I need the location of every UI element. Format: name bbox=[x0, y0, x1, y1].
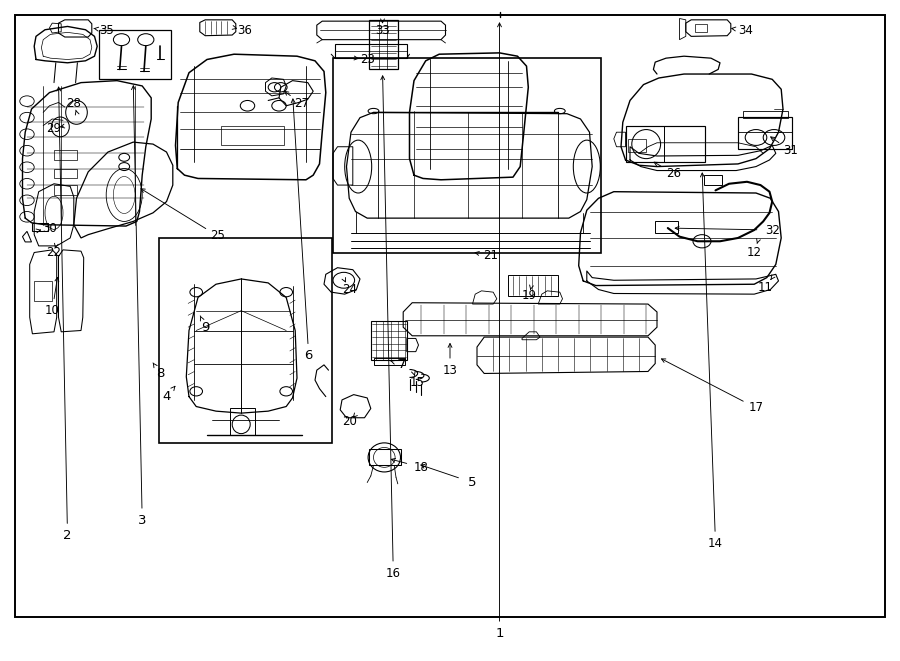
Text: 10: 10 bbox=[45, 304, 59, 317]
Text: 27: 27 bbox=[294, 97, 309, 110]
Bar bbox=[54, 169, 76, 178]
Text: 17: 17 bbox=[749, 401, 763, 414]
Bar bbox=[371, 321, 407, 360]
Text: 24: 24 bbox=[342, 283, 356, 296]
Text: 23: 23 bbox=[360, 53, 374, 66]
Bar bbox=[695, 24, 707, 32]
Text: 36: 36 bbox=[238, 24, 252, 37]
Text: 12: 12 bbox=[747, 246, 761, 259]
Bar bbox=[374, 358, 405, 365]
Bar bbox=[34, 281, 52, 301]
Text: 30: 30 bbox=[42, 221, 57, 235]
Text: 11: 11 bbox=[758, 281, 772, 294]
Text: 32: 32 bbox=[765, 223, 779, 237]
Text: 15: 15 bbox=[410, 375, 424, 389]
Text: 1: 1 bbox=[495, 627, 504, 640]
Bar bbox=[54, 185, 76, 195]
Text: 3: 3 bbox=[138, 514, 147, 527]
Text: 34: 34 bbox=[738, 24, 752, 37]
Bar bbox=[655, 221, 678, 233]
Bar bbox=[369, 449, 400, 465]
Text: 2: 2 bbox=[63, 529, 72, 542]
Text: 28: 28 bbox=[67, 97, 81, 110]
Text: 4: 4 bbox=[162, 390, 171, 403]
Bar bbox=[742, 111, 788, 118]
Text: 8: 8 bbox=[156, 367, 165, 380]
Bar bbox=[704, 175, 722, 185]
Text: 29: 29 bbox=[47, 122, 61, 135]
Bar bbox=[32, 223, 48, 231]
Bar bbox=[99, 30, 171, 79]
Text: 9: 9 bbox=[201, 321, 210, 334]
Bar bbox=[738, 117, 792, 149]
Bar bbox=[54, 150, 76, 160]
Text: 13: 13 bbox=[443, 364, 457, 377]
Text: 14: 14 bbox=[708, 537, 723, 550]
Text: 20: 20 bbox=[342, 415, 356, 428]
Text: 26: 26 bbox=[666, 167, 680, 180]
Bar bbox=[369, 20, 398, 69]
Text: 7: 7 bbox=[398, 358, 407, 371]
Text: 5: 5 bbox=[468, 476, 477, 489]
Bar bbox=[230, 408, 255, 435]
Text: 22: 22 bbox=[47, 246, 61, 259]
Text: 18: 18 bbox=[414, 461, 428, 474]
Bar bbox=[508, 275, 558, 296]
Text: 31: 31 bbox=[783, 144, 797, 157]
Bar bbox=[335, 44, 407, 58]
Text: 6: 6 bbox=[304, 349, 313, 362]
Text: 19: 19 bbox=[522, 289, 536, 302]
Bar bbox=[628, 139, 646, 152]
Text: 25: 25 bbox=[211, 229, 225, 243]
Bar bbox=[626, 126, 705, 162]
Text: 21: 21 bbox=[483, 249, 498, 262]
Bar bbox=[220, 126, 284, 145]
Bar bbox=[159, 238, 332, 443]
Text: 16: 16 bbox=[386, 566, 400, 580]
Text: 33: 33 bbox=[375, 24, 390, 37]
Bar bbox=[333, 58, 601, 253]
Text: 35: 35 bbox=[99, 24, 113, 37]
